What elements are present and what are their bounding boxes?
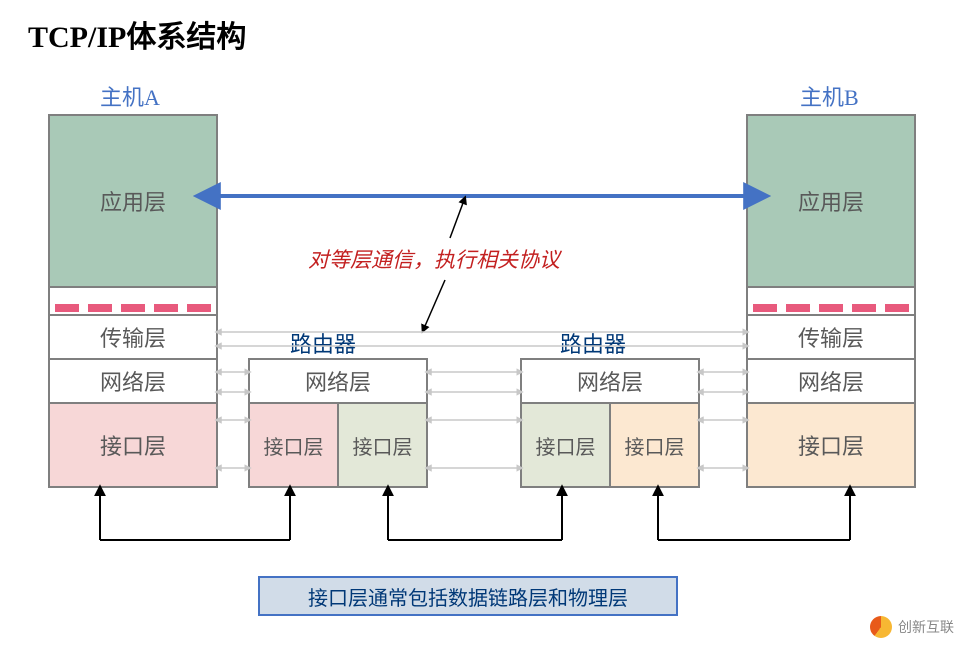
router1-interface-left: 接口层 [250,404,339,486]
router2-label: 路由器 [560,327,626,359]
host-a-network-layer: 网络层 [50,360,216,404]
watermark: 创新互联 [870,616,954,638]
host-b-application-layer: 应用层 [748,116,914,288]
router1-interface-right: 接口层 [339,404,426,486]
router1-network-layer: 网络层 [250,360,426,404]
physical-link-arrows [100,495,850,540]
host-a-interface-layer: 接口层 [50,404,216,486]
annot-pointer-2 [425,280,445,326]
pink-dash-icon [88,304,112,312]
pink-dash-icon [786,304,810,312]
router2-interface-right: 接口层 [611,404,698,486]
pink-dash-icon [187,304,211,312]
footer-note: 接口层通常包括数据链路层和物理层 [258,576,678,616]
peer-communication-annotation: 对等层通信，执行相关协议 [308,244,560,274]
diagram-title: TCP/IP体系结构 [28,12,246,56]
host-b-stack: 应用层 传输层 网络层 接口层 [746,114,916,488]
host-a-transport-layer: 传输层 [50,316,216,360]
router1-stack: 网络层 接口层 接口层 [248,358,428,488]
host-b-dash-row [748,288,914,316]
router1-label: 路由器 [290,327,356,359]
host-b-transport-layer: 传输层 [748,316,914,360]
pink-dash-icon [753,304,777,312]
host-a-stack: 应用层 传输层 网络层 接口层 [48,114,218,488]
router2-interface-left: 接口层 [522,404,611,486]
host-a-application-layer: 应用层 [50,116,216,288]
annot-pointer-1 [450,203,463,238]
host-a-label: 主机A [100,80,160,112]
pink-dash-icon [819,304,843,312]
pink-dash-icon [154,304,178,312]
host-a-dash-row [50,288,216,316]
host-b-interface-layer: 接口层 [748,404,914,486]
pink-dash-icon [885,304,909,312]
host-b-label: 主机B [800,80,859,112]
host-b-network-layer: 网络层 [748,360,914,404]
router2-stack: 网络层 接口层 接口层 [520,358,700,488]
watermark-logo-icon [870,616,892,638]
pink-dash-icon [121,304,145,312]
pink-dash-icon [852,304,876,312]
watermark-text: 创新互联 [898,617,954,637]
pink-dash-icon [55,304,79,312]
router2-network-layer: 网络层 [522,360,698,404]
